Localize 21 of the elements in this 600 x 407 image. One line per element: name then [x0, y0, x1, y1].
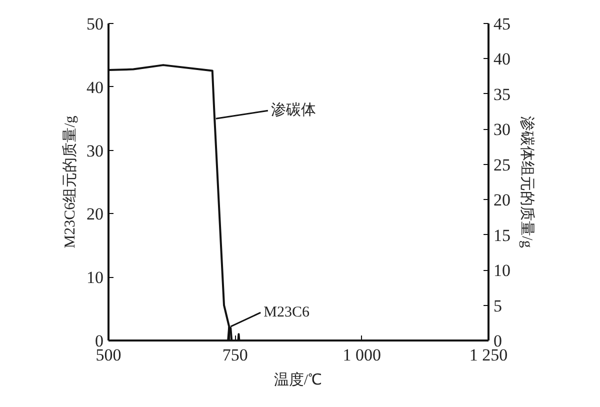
- y-tick-label: 10: [86, 268, 104, 288]
- y2-tick-label: 30: [494, 120, 510, 140]
- y2-tick-label: 35: [494, 84, 510, 104]
- y2-tick-label: 20: [494, 190, 510, 210]
- y-tick-label: 50: [86, 14, 104, 34]
- y-tick-label: 30: [86, 141, 104, 160]
- y2-tick-label: 25: [494, 155, 510, 174]
- y2-tick-label: 40: [494, 50, 510, 69]
- x-tick-label: 1 000: [342, 346, 381, 364]
- y-axis-title: M23C6组元的质量/g: [62, 115, 78, 248]
- y2-tick-label: 45: [494, 14, 510, 34]
- y2-tick-label: 15: [494, 226, 510, 245]
- y2-tick-label: 10: [494, 261, 510, 280]
- annotation: M23C6: [264, 304, 310, 321]
- x-axis-title: 温度/℃: [274, 372, 322, 388]
- x-tick-label: 750: [222, 346, 248, 364]
- y-tick-label: 20: [86, 204, 104, 224]
- y2-tick-label: 5: [494, 296, 502, 316]
- y2-axis-title: 渗碳体组元的质量/g: [518, 116, 536, 248]
- annotation: 渗碳体: [270, 102, 316, 119]
- y-tick-label: 40: [86, 78, 104, 97]
